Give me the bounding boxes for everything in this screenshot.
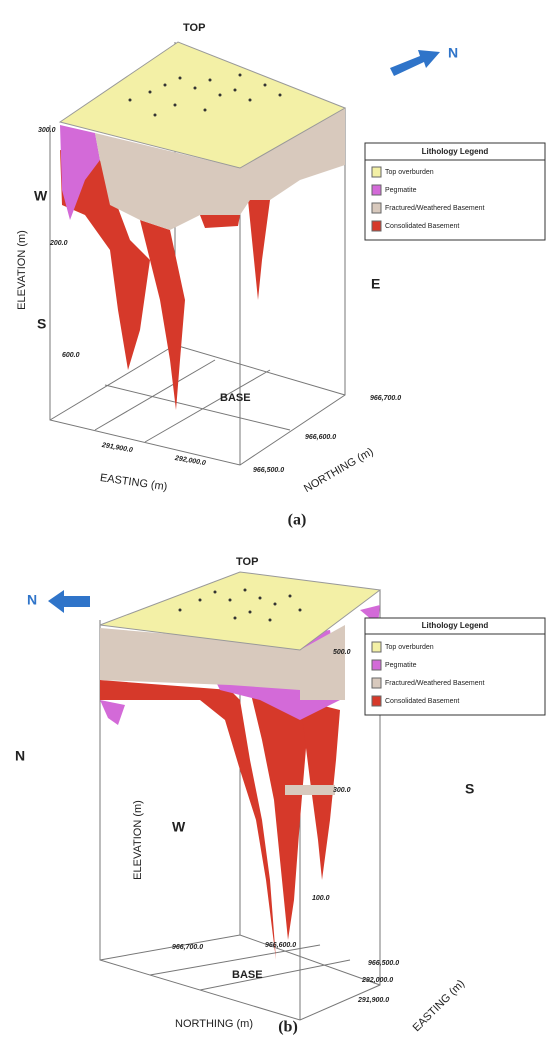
- panel-b: N TOP N W S ELEVATION (m) 500.0 300.0 10…: [15, 556, 545, 1036]
- elevation-tick: 300.0: [333, 787, 351, 794]
- legend-item: Pegmatite: [385, 187, 417, 194]
- legend-item: Top overburden: [385, 169, 434, 176]
- easting-axis-title: EASTING (m): [411, 978, 467, 1034]
- elevation-tick: 500.0: [333, 649, 351, 656]
- northing-tick: 966,500.0: [368, 960, 399, 967]
- easting-tick: 292,000.0: [361, 977, 393, 984]
- easting-axis-title: EASTING (m): [99, 472, 168, 493]
- base-label: BASE: [232, 969, 263, 981]
- direction-label: E: [371, 276, 380, 292]
- north-arrow: [48, 590, 90, 613]
- legend: Lithology Legend Top overburden Pegmatit…: [365, 143, 545, 240]
- elevation-axis-title: ELEVATION (m): [132, 800, 144, 880]
- legend-item: Pegmatite: [385, 662, 417, 669]
- direction-label: S: [37, 316, 46, 332]
- northing-tick: 966,600.0: [305, 434, 336, 441]
- easting-tick: 292,000.0: [173, 455, 206, 467]
- legend-item: Consolidated Basement: [385, 223, 459, 230]
- easting-tick: 291,900.0: [100, 442, 133, 454]
- direction-label: S: [465, 781, 474, 797]
- caption: (a): [288, 512, 307, 529]
- elevation-tick: 300.0: [38, 127, 56, 134]
- top-label: TOP: [236, 556, 258, 568]
- northing-axis-title: NORTHING (m): [302, 446, 376, 495]
- legend-item: Top overburden: [385, 644, 434, 651]
- north-arrow-label: N: [27, 592, 37, 608]
- page: {"panel_a": {"top_label": "TOP", "north_…: [0, 0, 550, 1039]
- legend-item: Consolidated Basement: [385, 698, 459, 705]
- top-label: TOP: [183, 22, 205, 34]
- easting-tick: 291,900.0: [357, 997, 389, 1004]
- panel-a: N TOP N W E S ELEVATION (m) 300.0 200.0 …: [16, 22, 545, 529]
- figure: N TOP N W E S ELEVATION (m) 300.0 200.0 …: [0, 0, 550, 1039]
- elevation-axis-title: ELEVATION (m): [16, 230, 28, 310]
- elevation-tick: 100.0: [312, 895, 330, 902]
- legend-item: Fractured/Weathered Basement: [385, 205, 485, 212]
- northing-tick: 966,700.0: [370, 395, 401, 402]
- legend-title: Lithology Legend: [422, 621, 489, 630]
- northing-tick: 966,700.0: [172, 944, 203, 951]
- north-arrow: [390, 50, 440, 76]
- northing-tick: 966,600.0: [265, 942, 296, 949]
- elevation-tick: 600.0: [62, 352, 80, 359]
- direction-label: W: [34, 188, 48, 204]
- northing-tick: 966,500.0: [253, 467, 284, 474]
- direction-label: W: [172, 819, 186, 835]
- legend-title: Lithology Legend: [422, 147, 489, 156]
- base-label: BASE: [220, 392, 251, 404]
- north-arrow-label: N: [448, 45, 458, 61]
- legend: Lithology Legend Top overburden Pegmatit…: [365, 618, 545, 715]
- direction-label: N: [15, 748, 25, 764]
- caption: (b): [278, 1019, 298, 1036]
- elevation-tick: 200.0: [49, 240, 68, 247]
- legend-item: Fractured/Weathered Basement: [385, 680, 485, 687]
- northing-axis-title: NORTHING (m): [175, 1018, 253, 1030]
